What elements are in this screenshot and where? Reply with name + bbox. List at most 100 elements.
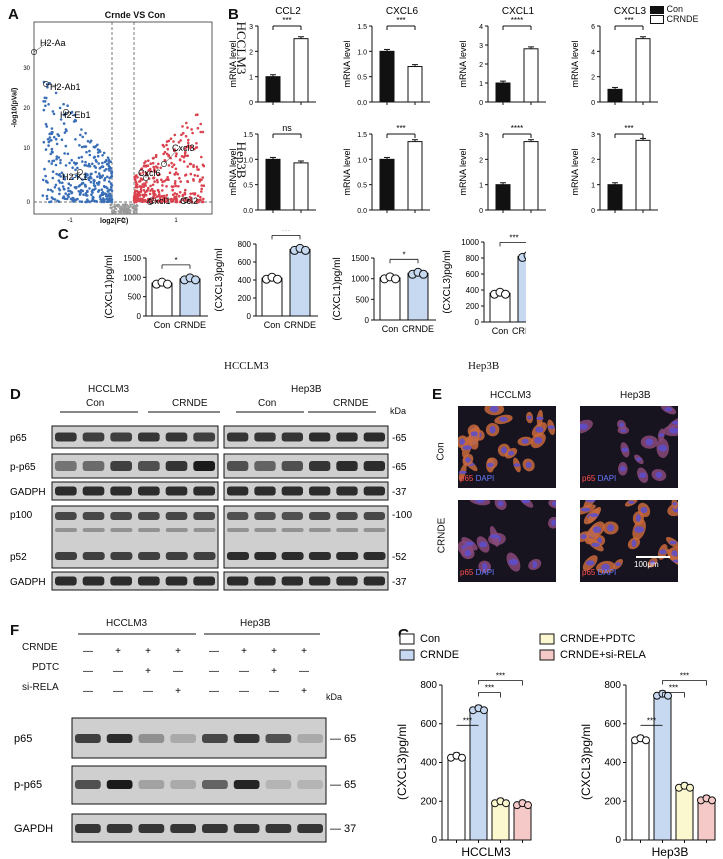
volcano-point bbox=[110, 174, 114, 178]
y-axis-label: mRNA level bbox=[570, 40, 580, 87]
if-label-dapi: DAPI bbox=[597, 474, 617, 483]
bar bbox=[517, 255, 526, 323]
bar bbox=[379, 277, 401, 321]
panel-label-a: A bbox=[8, 6, 19, 23]
treatment-mark: + bbox=[145, 666, 151, 677]
volcano-point bbox=[74, 168, 77, 172]
volcano-point bbox=[67, 182, 71, 185]
volcano-point bbox=[108, 180, 111, 183]
y-tick-label: 0.5 bbox=[357, 183, 367, 190]
gene-title: CXCL1 bbox=[502, 6, 535, 17]
volcano-callout bbox=[65, 111, 69, 115]
f-group-hep3b: Hep3B bbox=[240, 618, 271, 629]
y-tick-label: 1000 bbox=[461, 238, 479, 247]
volcano-point bbox=[170, 161, 173, 165]
blot-hep3b bbox=[223, 571, 389, 591]
volcano-point bbox=[88, 153, 92, 157]
volcano-point bbox=[62, 174, 66, 177]
volcano-point bbox=[58, 188, 62, 192]
volcano-point bbox=[165, 152, 169, 156]
volcano-point bbox=[195, 142, 198, 145]
volcano-point bbox=[80, 182, 83, 186]
blot-band-faint bbox=[254, 528, 277, 532]
y-tick-label: 0.0 bbox=[357, 208, 367, 215]
volcano-point bbox=[104, 185, 108, 189]
blot-band bbox=[227, 432, 249, 442]
blot-band bbox=[281, 432, 303, 442]
volcano-callout bbox=[69, 171, 81, 177]
cell-nucleus bbox=[635, 514, 641, 522]
cell-nucleus bbox=[501, 446, 507, 454]
data-dot bbox=[664, 691, 672, 700]
bar bbox=[495, 184, 511, 211]
volcano-point bbox=[91, 162, 94, 166]
volcano-point bbox=[50, 162, 53, 165]
sig-label: *** bbox=[396, 16, 405, 25]
volcano-point bbox=[149, 189, 152, 192]
blot-band bbox=[281, 486, 303, 496]
y-tick-label: 3 bbox=[249, 24, 253, 31]
volcano-point bbox=[184, 174, 187, 177]
volcano-point bbox=[147, 186, 150, 190]
y-tick-label: 1.0 bbox=[357, 157, 367, 164]
volcano-point bbox=[196, 198, 199, 202]
volcano-point bbox=[86, 189, 89, 193]
volcano-point bbox=[147, 169, 150, 172]
blot-row-label: GAPDH bbox=[14, 823, 53, 835]
volcano-point bbox=[56, 199, 59, 203]
y-axis-label: (CXCL3)pg/ml bbox=[214, 248, 225, 311]
volcano-point bbox=[42, 140, 46, 144]
volcano-point bbox=[48, 136, 52, 139]
treatment-mark: — bbox=[209, 666, 219, 677]
volcano-point bbox=[101, 161, 104, 165]
volcano-point-ns bbox=[132, 210, 135, 213]
volcano-point bbox=[97, 190, 100, 193]
volcano-point bbox=[152, 156, 155, 160]
y-tick-label: 4 bbox=[479, 24, 483, 31]
if-label-p65: p65 bbox=[460, 474, 474, 483]
cell-nucleus bbox=[619, 466, 626, 472]
y-axis-label: mRNA level bbox=[342, 148, 352, 195]
volcano-point bbox=[161, 184, 164, 187]
volcano-point bbox=[50, 127, 54, 130]
cell-nucleus bbox=[479, 541, 488, 548]
blot-band bbox=[165, 486, 188, 496]
volcano-point bbox=[66, 152, 70, 156]
volcano-point bbox=[108, 176, 111, 180]
volcano-point bbox=[201, 130, 205, 134]
cell-nucleus bbox=[489, 405, 499, 413]
volcano-xlabel: log2(FC) bbox=[100, 218, 129, 225]
blot-band bbox=[281, 461, 303, 471]
volcano-point bbox=[157, 162, 160, 166]
blot-row-label: p-p65 bbox=[10, 462, 36, 473]
volcano-point bbox=[196, 194, 200, 197]
volcano-point-ns bbox=[131, 203, 134, 206]
volcano-point bbox=[41, 194, 45, 197]
volcano-point bbox=[134, 180, 138, 183]
volcano-point bbox=[186, 126, 189, 129]
sig-label: *** bbox=[624, 16, 633, 25]
volcano-point bbox=[66, 104, 69, 107]
cell-nucleus bbox=[521, 438, 529, 444]
y-axis-label: mRNA level bbox=[342, 40, 352, 87]
y-tick-label: 1500 bbox=[123, 254, 141, 263]
blot-band bbox=[82, 512, 105, 520]
gene-title: CXCL6 bbox=[386, 6, 419, 17]
y-tick-label: 1000 bbox=[123, 273, 141, 282]
volcano-point bbox=[74, 162, 77, 166]
volcano-point bbox=[105, 200, 109, 204]
volcano-point bbox=[51, 151, 54, 154]
blot-band bbox=[110, 432, 132, 442]
scale-bar-label: 100μm bbox=[634, 560, 659, 569]
volcano-point bbox=[60, 171, 64, 175]
blot-band-p52 bbox=[110, 552, 133, 560]
volcano-point bbox=[46, 138, 50, 141]
volcano-point bbox=[89, 172, 93, 176]
volcano-point bbox=[189, 146, 192, 150]
y-tick-label: 1.0 bbox=[357, 49, 367, 56]
x-category-label: CRNDE bbox=[284, 320, 316, 330]
volcano-gene-label: Cxcl3 bbox=[172, 143, 195, 153]
bar bbox=[379, 50, 395, 103]
legend-swatch bbox=[539, 649, 555, 661]
volcano-point bbox=[101, 197, 105, 200]
